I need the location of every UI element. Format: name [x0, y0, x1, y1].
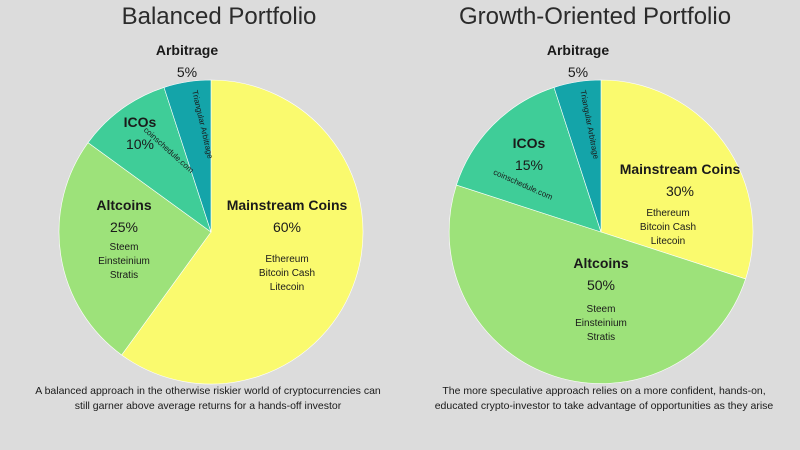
balanced-arbitrage-label: Arbitrage	[156, 42, 218, 58]
growth-pie-chart: Growth-Oriented Portfolio Mainstream Coin…	[448, 3, 754, 384]
growth-mainstream-label: Mainstream Coins	[620, 161, 741, 177]
balanced-portfolio-caption: A balanced approach in the otherwise ris…	[35, 385, 381, 412]
growth-slice-altcoins	[448, 184, 746, 384]
growth-arbitrage-percent: 5%	[568, 64, 588, 80]
growth-altcoins-example: Einsteinium	[575, 318, 627, 329]
growth-slice-arbitrage	[553, 79, 602, 233]
balanced-altcoins-example: Stratis	[110, 270, 138, 281]
growth-portfolio-caption: The more speculative approach relies on …	[434, 385, 774, 412]
balanced-slice-altcoins	[58, 142, 212, 356]
growth-altcoins-example: Stratis	[587, 332, 615, 343]
balanced-slice-icos	[87, 87, 212, 233]
growth-altcoins-label: Altcoins	[573, 255, 628, 271]
growth-mainstream-example: Bitcoin Cash	[640, 222, 696, 233]
growth-slice-mainstream	[600, 79, 754, 280]
balanced-slice-mainstream	[121, 79, 364, 385]
growth-altcoins-percent: 50%	[587, 277, 615, 293]
balanced-chart-title: Balanced Portfolio	[122, 3, 317, 30]
balanced-mainstream-example: Litecoin	[270, 282, 304, 293]
balanced-icos-percent: 10%	[126, 136, 154, 152]
balanced-mainstream-example: Ethereum	[265, 254, 308, 265]
balanced-icos-label: ICOs	[124, 114, 157, 130]
growth-icos-label: ICOs	[513, 135, 546, 151]
balanced-altcoins-label: Altcoins	[96, 197, 151, 213]
growth-altcoins-example: Steem	[587, 304, 616, 315]
balanced-arbitrage-percent: 5%	[177, 64, 197, 80]
growth-chart-title: Growth-Oriented Portfolio	[459, 3, 731, 30]
growth-mainstream-example: Litecoin	[651, 236, 685, 247]
growth-mainstream-percent: 30%	[666, 183, 694, 199]
balanced-altcoins-percent: 25%	[110, 219, 138, 235]
growth-mainstream-example: Ethereum	[646, 208, 689, 219]
growth-arbitrage-label: Arbitrage	[547, 42, 609, 58]
balanced-slice-arbitrage	[163, 79, 212, 233]
growth-icos-percent: 15%	[515, 157, 543, 173]
balanced-altcoins-example: Steem	[110, 242, 139, 253]
balanced-mainstream-percent: 60%	[273, 219, 301, 235]
balanced-altcoins-example: Einsteinium	[98, 256, 150, 267]
growth-slice-icos	[456, 87, 602, 233]
balanced-pie-chart: Balanced Portfolio Mainstream Coins 60% Eth…	[58, 3, 364, 385]
balanced-mainstream-example: Bitcoin Cash	[259, 268, 315, 279]
balanced-mainstream-label: Mainstream Coins	[227, 197, 348, 213]
